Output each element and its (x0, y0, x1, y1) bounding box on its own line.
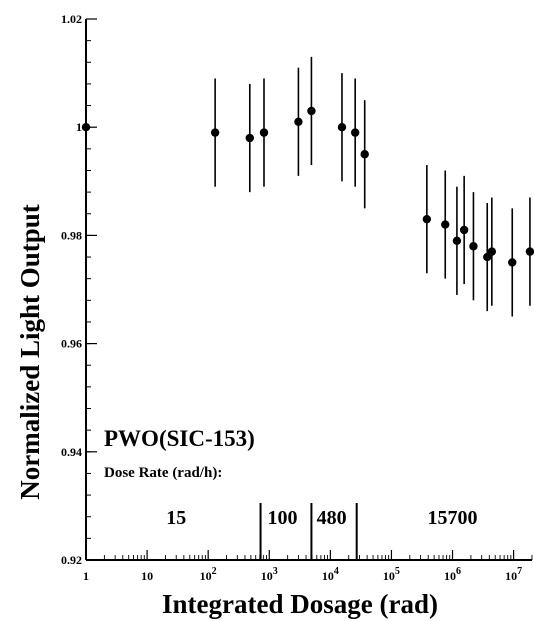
data-point (525, 247, 534, 256)
x-tick-label: 1 (83, 569, 89, 583)
x-tick-label: 103 (261, 566, 278, 583)
x-tick-label: 102 (200, 566, 217, 583)
data-point (337, 123, 347, 132)
dose-rate-value: 100 (268, 507, 298, 529)
y-tick-label: 0.98 (61, 228, 82, 242)
data-point (459, 225, 469, 235)
data-point (245, 133, 254, 143)
dose-rate-value: 15700 (428, 507, 478, 529)
data-point (81, 123, 91, 132)
axes-frame (85, 19, 532, 561)
y-tick-label: 1.02 (61, 12, 82, 26)
x-tick-label: 10 (141, 569, 153, 583)
dose-rate-value: 15 (166, 507, 186, 529)
data-point (469, 242, 478, 251)
data-point (210, 128, 220, 137)
annotations: PWO(SIC-153) Dose Rate (rad/h): 15 100 480 15… (104, 426, 478, 560)
x-tick-label: 106 (444, 566, 461, 583)
x-tick-label: 107 (505, 566, 522, 583)
sample-label: PWO(SIC-153) (104, 426, 255, 451)
data-points (81, 56, 534, 317)
data-point (422, 214, 432, 224)
x-tick-label: 104 (322, 566, 339, 583)
data-point (294, 117, 303, 126)
data-point (487, 247, 497, 256)
data-point (350, 128, 360, 137)
data-point (307, 106, 316, 116)
y-tick-label: 1 (76, 120, 82, 134)
axis-ticks: 0.92 0.94 0.96 0.98 1 1.02 1 10 102 103 104 105 106 1… (61, 12, 533, 583)
x-axis-title: Integrated Dosage (rad) (162, 589, 438, 619)
x-tick-label: 105 (383, 566, 400, 583)
dose-rate-label: Dose Rate (rad/h): (104, 465, 222, 481)
data-point (452, 236, 462, 246)
y-tick-label: 0.92 (61, 553, 82, 567)
data-point (259, 128, 269, 137)
data-point (441, 220, 450, 229)
data-point (360, 150, 369, 159)
data-point (508, 258, 517, 267)
y-tick-label: 0.94 (61, 445, 82, 459)
y-tick-label: 0.96 (61, 337, 82, 351)
y-axis-title: Normalized Light Output (15, 204, 45, 500)
dose-rate-value: 480 (317, 507, 347, 529)
